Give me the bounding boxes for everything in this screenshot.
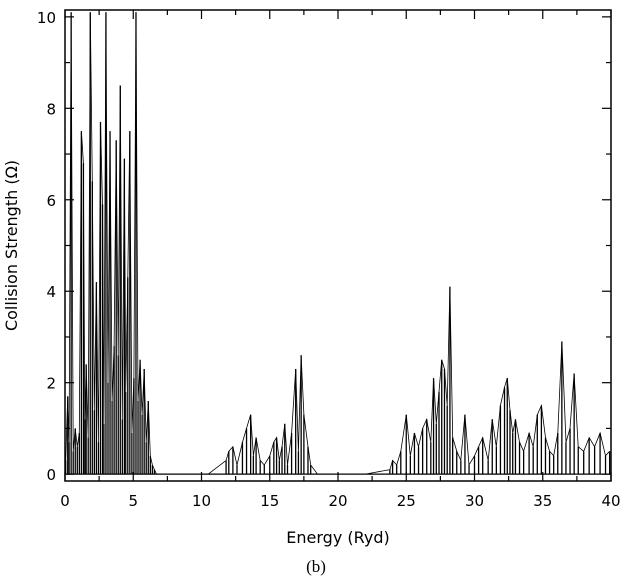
x-tick-label: 40 [601, 492, 620, 510]
x-tick-label: 0 [60, 492, 70, 510]
x-tick-label: 10 [192, 492, 211, 510]
collision-strength-line [65, 12, 610, 475]
panel-caption: (b) [306, 557, 326, 576]
plot-frame [64, 9, 612, 482]
y-axis-label: Collision Strength (Ω) [2, 160, 21, 331]
y-tick-label: 0 [46, 466, 56, 484]
y-tick-label: 2 [46, 375, 56, 393]
x-tick-label: 30 [465, 492, 484, 510]
x-tick-label: 5 [128, 492, 138, 510]
y-tick-label: 6 [46, 192, 56, 210]
x-tick-label: 20 [328, 492, 347, 510]
x-tick-label: 15 [260, 492, 279, 510]
x-axis-label: Energy (Ryd) [286, 528, 389, 547]
y-tick-label: 8 [46, 100, 56, 118]
x-tick-label: 35 [533, 492, 552, 510]
y-tick-label: 4 [46, 283, 56, 301]
y-tick-label: 10 [37, 9, 56, 27]
axis-ticks: 0 5 10 15 20 25 30 35 40 0 2 4 6 8 10 [37, 9, 621, 510]
x-tick-label: 25 [397, 492, 416, 510]
plot-marks [65, 12, 611, 475]
